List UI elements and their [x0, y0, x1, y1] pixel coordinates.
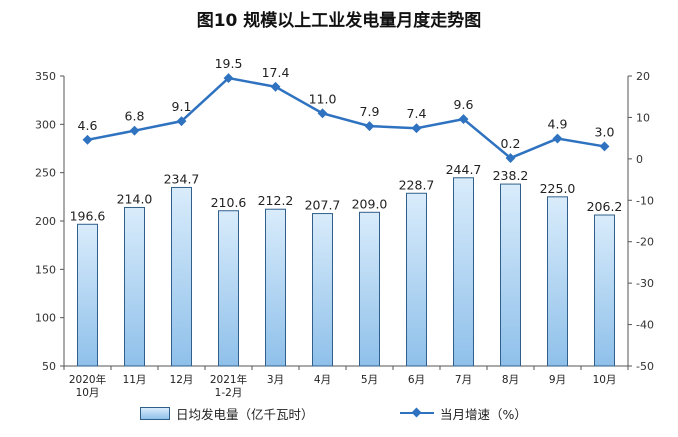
growth-value-label: 7.9 [360, 104, 380, 119]
bar-value-label: 214.0 [117, 191, 153, 206]
bar [453, 177, 474, 367]
growth-point [599, 141, 610, 152]
growth-line [87, 76, 605, 160]
right-tick-label: -20 [636, 236, 654, 249]
legend-line-swatch [400, 407, 434, 419]
bar-value-label: 228.7 [399, 177, 435, 192]
bar [406, 192, 427, 367]
x-tick-label: 6月 [408, 374, 425, 386]
x-tick-label: 3月 [267, 374, 284, 386]
bar [265, 208, 286, 367]
bar [77, 223, 98, 367]
legend-line: 当月增速（%） [400, 403, 527, 423]
left-tick-label: 250 [35, 167, 56, 180]
bar [171, 186, 192, 367]
right-tick-label: 10 [636, 111, 650, 124]
right-tick-label: -40 [636, 319, 654, 332]
growth-value-label: 19.5 [215, 56, 243, 71]
bar-value-label: 207.7 [305, 198, 341, 213]
left-tick-label: 150 [35, 263, 56, 276]
x-tick-label: 2020年 [69, 373, 106, 386]
growth-point [129, 125, 140, 136]
bar [312, 213, 333, 367]
growth-value-label: 3.0 [595, 124, 615, 139]
bar-value-label: 212.2 [258, 193, 294, 208]
left-tick-label: 350 [35, 70, 56, 83]
growth-point [176, 116, 187, 127]
growth-point [317, 108, 328, 119]
growth-value-label: 9.1 [172, 99, 192, 114]
growth-value-label: 4.6 [78, 118, 98, 133]
x-tick-label: 10月 [593, 374, 617, 386]
right-tick-label: 0 [636, 153, 643, 166]
bar-value-label: 209.0 [352, 196, 388, 211]
right-tick-label: -30 [636, 277, 654, 290]
growth-value-label: 11.0 [309, 91, 337, 106]
growth-value-label: 9.6 [454, 97, 474, 112]
legend-bar-label: 日均发电量（亿千瓦时） [176, 406, 314, 422]
growth-value-label: 6.8 [125, 109, 145, 124]
left-tick-label: 200 [35, 215, 56, 228]
x-tick-label: 7月 [455, 374, 472, 386]
growth-value-label: 4.9 [548, 117, 568, 132]
growth-point [505, 153, 516, 163]
bar-value-label: 210.6 [211, 195, 247, 210]
growth-value-label: 7.4 [407, 106, 427, 121]
legend-bar: 日均发电量（亿千瓦时） [140, 403, 314, 423]
x-tick-label-line2: 1-2月 [215, 387, 243, 399]
x-tick-label: 11月 [123, 374, 147, 386]
bar-value-label: 234.7 [164, 171, 200, 186]
x-tick-label: 8月 [502, 374, 519, 386]
bar [124, 206, 145, 367]
x-tick-label: 2021年 [210, 373, 247, 386]
bar-value-label: 196.6 [70, 208, 106, 223]
bar [594, 214, 615, 367]
growth-point [411, 123, 422, 134]
left-tick-label: 100 [35, 312, 56, 325]
legend-bar-swatch [140, 406, 170, 420]
growth-point [270, 81, 281, 92]
left-tick-label: 300 [35, 118, 56, 131]
x-tick-label: 5月 [361, 374, 378, 386]
right-tick-label: 20 [636, 70, 650, 83]
legend-line-label: 当月增速（%） [440, 406, 527, 422]
growth-point [364, 121, 375, 132]
x-tick-label: 4月 [314, 374, 331, 386]
x-tick-label-line2: 10月 [76, 387, 100, 399]
bar-value-label: 206.2 [587, 199, 623, 214]
right-tick-label: -10 [636, 194, 654, 207]
x-tick-label: 12月 [170, 374, 194, 386]
growth-point [82, 134, 93, 145]
x-tick-label: 9月 [549, 374, 566, 386]
growth-value-label: 17.4 [262, 65, 290, 80]
growth-point [223, 73, 234, 84]
bar [218, 210, 239, 367]
bar [359, 211, 380, 367]
bar [500, 183, 521, 367]
right-tick-label: -50 [636, 360, 654, 373]
chart-title: 图10 规模以上工业发电量月度走势图 [196, 11, 482, 31]
bar-value-label: 244.7 [446, 162, 482, 177]
bar-value-label: 225.0 [540, 181, 576, 196]
bar [547, 196, 568, 367]
growth-point [552, 133, 563, 144]
bar-value-label: 238.2 [493, 168, 529, 183]
growth-value-label: 0.2 [501, 136, 521, 151]
left-tick-label: 50 [42, 360, 56, 373]
